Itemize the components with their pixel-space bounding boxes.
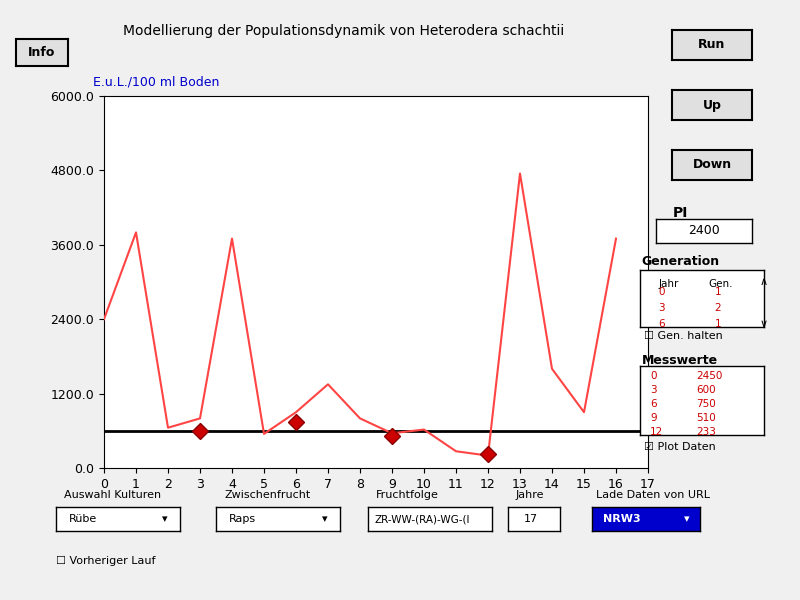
Text: 2450: 2450 <box>696 371 722 382</box>
Text: Up: Up <box>702 98 722 112</box>
Text: 12: 12 <box>650 427 663 437</box>
Text: E.u.L./100 ml Boden: E.u.L./100 ml Boden <box>93 76 219 89</box>
Text: ∧: ∧ <box>760 277 768 287</box>
Text: 233: 233 <box>696 427 716 437</box>
Text: 6: 6 <box>650 399 657 409</box>
Text: 1: 1 <box>714 287 721 296</box>
Text: Generation: Generation <box>641 254 719 268</box>
Text: 2400: 2400 <box>688 224 720 238</box>
Text: ∨: ∨ <box>760 319 768 329</box>
Text: ZR-WW-(RA)-WG-(l: ZR-WW-(RA)-WG-(l <box>374 514 470 524</box>
Text: PI: PI <box>672 206 688 220</box>
Text: Info: Info <box>28 46 56 59</box>
Text: Auswahl Kulturen: Auswahl Kulturen <box>64 490 161 500</box>
Text: Run: Run <box>698 38 726 52</box>
Text: 17: 17 <box>524 514 538 524</box>
Text: ☐ Gen. halten: ☐ Gen. halten <box>644 331 722 341</box>
Text: 9: 9 <box>650 413 657 423</box>
Text: Rübe: Rübe <box>69 514 97 524</box>
Text: 600: 600 <box>696 385 715 395</box>
Text: Jahr: Jahr <box>658 278 679 289</box>
Text: ▾: ▾ <box>162 514 168 524</box>
Text: Zwischenfrucht: Zwischenfrucht <box>224 490 310 500</box>
Text: Down: Down <box>693 158 731 172</box>
Text: NRW3: NRW3 <box>603 514 641 524</box>
Text: Raps: Raps <box>229 514 255 524</box>
Text: 3: 3 <box>650 385 657 395</box>
Text: Lade Daten von URL: Lade Daten von URL <box>596 490 710 500</box>
Text: 0: 0 <box>658 287 665 296</box>
Text: Gen.: Gen. <box>708 278 733 289</box>
Text: ☑ Plot Daten: ☑ Plot Daten <box>644 442 716 452</box>
Text: Modellierung der Populationsdynamik von Heterodera schachtii: Modellierung der Populationsdynamik von … <box>123 24 565 38</box>
Text: 2: 2 <box>714 302 721 313</box>
Text: 0: 0 <box>650 371 657 382</box>
Text: 3: 3 <box>658 302 666 313</box>
Text: ▾: ▾ <box>684 514 690 524</box>
Text: ☐ Vorheriger Lauf: ☐ Vorheriger Lauf <box>56 556 155 566</box>
Text: Messwerte: Messwerte <box>642 353 718 367</box>
Text: 1: 1 <box>714 319 721 329</box>
Text: Fruchtfolge: Fruchtfolge <box>376 490 439 500</box>
Text: Jahre: Jahre <box>516 490 545 500</box>
Text: ▾: ▾ <box>322 514 328 524</box>
Text: 750: 750 <box>696 399 715 409</box>
Text: 6: 6 <box>658 319 666 329</box>
Text: 510: 510 <box>696 413 715 423</box>
